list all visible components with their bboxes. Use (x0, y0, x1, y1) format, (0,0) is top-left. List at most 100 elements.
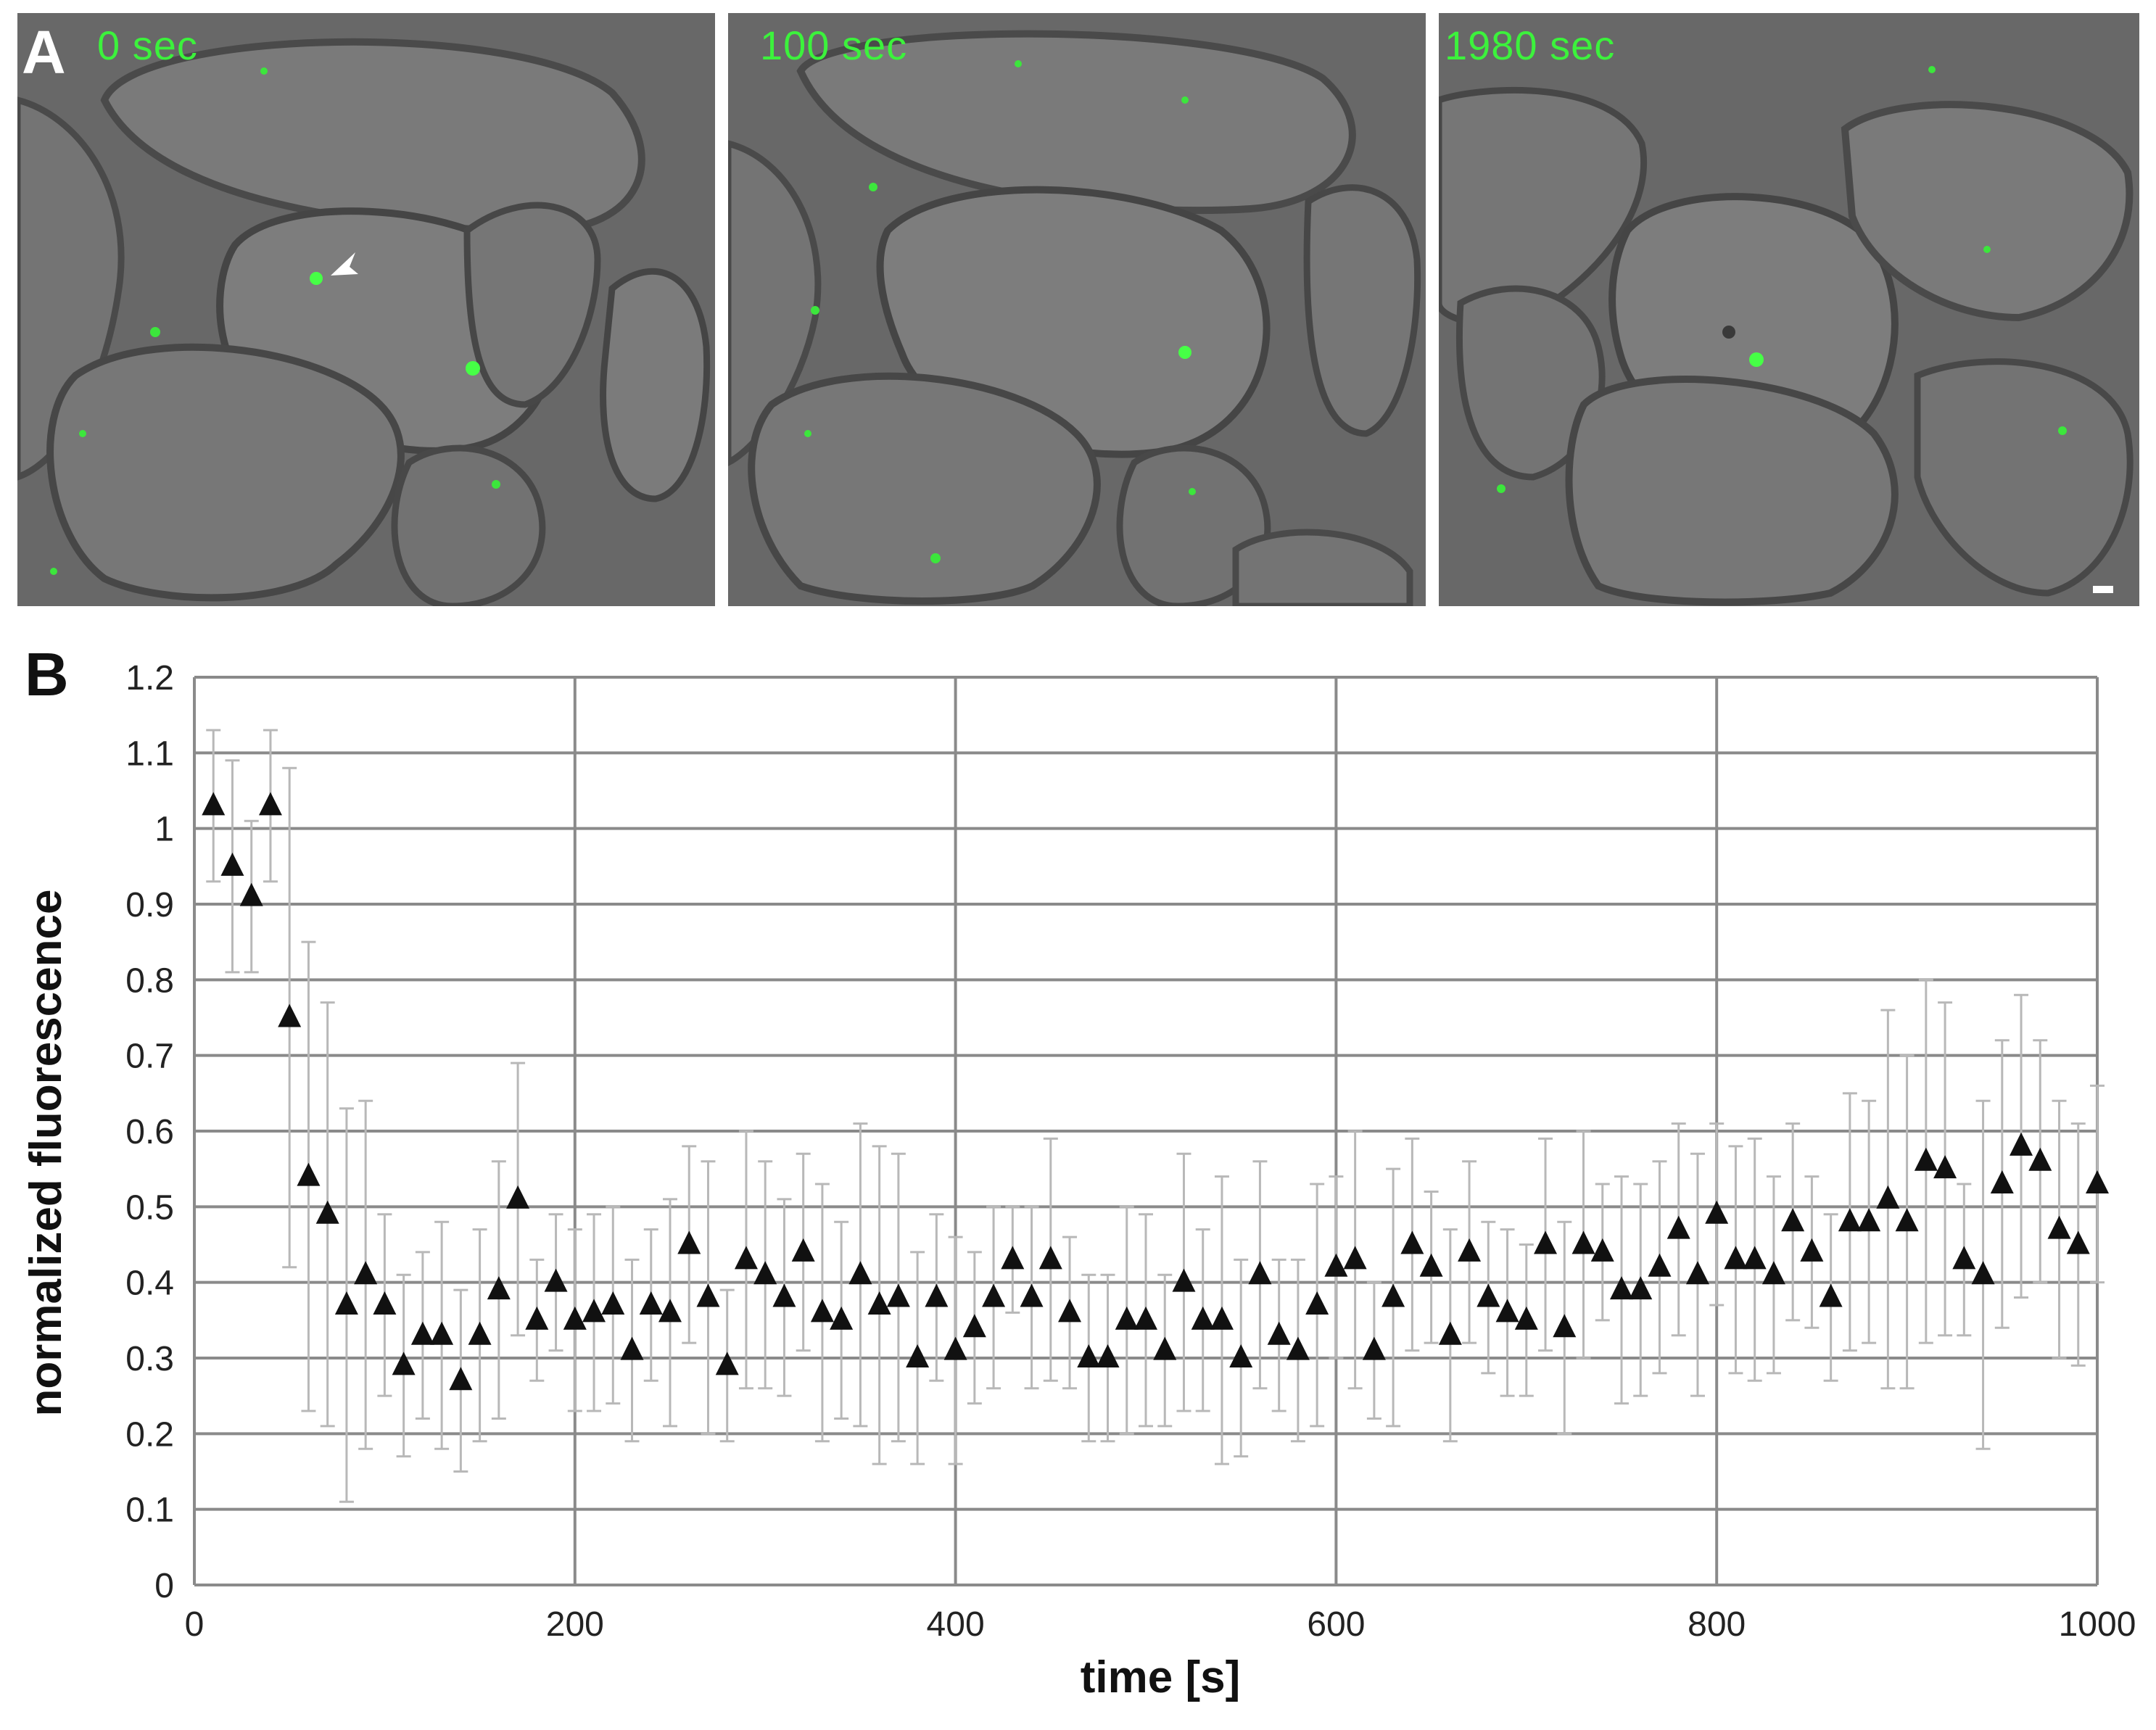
frame-time-label: 100 sec (760, 22, 908, 68)
data-point-marker (430, 1321, 454, 1345)
data-point-marker (2028, 1147, 2052, 1171)
data-point-marker (1115, 1306, 1139, 1330)
data-point-marker (220, 852, 244, 876)
y-tick-label: 0.1 (125, 1491, 174, 1530)
data-point-marker (1819, 1283, 1843, 1307)
data-point-marker (1324, 1253, 1348, 1277)
data-point-marker (334, 1291, 358, 1315)
data-point-marker (373, 1291, 397, 1315)
data-point-marker (1838, 1208, 1862, 1232)
data-point-marker (1781, 1208, 1805, 1232)
data-point-marker (696, 1283, 720, 1307)
data-point-marker (1666, 1215, 1690, 1239)
data-point-marker (925, 1283, 949, 1307)
micrograph-100-sec: 100 sec (728, 13, 1426, 606)
frame-time-label: 0 sec (97, 22, 198, 68)
data-point-marker (1971, 1261, 1995, 1285)
data-point-marker (1134, 1306, 1157, 1330)
data-point-marker (468, 1321, 492, 1345)
data-point-marker (1514, 1306, 1538, 1330)
data-point-marker (1381, 1283, 1405, 1307)
data-point-marker (620, 1336, 644, 1360)
data-point-marker (1020, 1283, 1044, 1307)
data-point-marker (658, 1299, 682, 1323)
data-point-marker (278, 1003, 302, 1027)
data-point-marker (2047, 1215, 2071, 1239)
y-tick-label: 1.2 (125, 659, 174, 698)
data-point-marker (297, 1162, 321, 1186)
data-point-marker (1077, 1344, 1101, 1367)
x-axis-title: time [s] (1081, 1652, 1240, 1702)
data-point-marker (1400, 1230, 1424, 1254)
data-point-marker (1495, 1299, 1519, 1323)
data-point-marker (449, 1367, 473, 1391)
data-point-marker (1857, 1208, 1881, 1232)
data-point-marker (1895, 1208, 1919, 1232)
data-point-marker (1343, 1246, 1367, 1270)
data-point-marker (1534, 1230, 1558, 1254)
y-tick-label: 1 (154, 811, 174, 849)
y-tick-label: 0.4 (125, 1265, 174, 1303)
data-point-marker (410, 1321, 434, 1345)
data-point-marker (753, 1261, 777, 1285)
chart-markers (202, 792, 2109, 1391)
y-tick-label: 0.8 (125, 961, 174, 1000)
y-axis-title: normalized fluorescence (21, 889, 71, 1416)
chart-grid (193, 676, 2099, 1586)
y-tick-label: 1.1 (125, 734, 174, 773)
data-point-marker (791, 1238, 815, 1262)
arrowhead-marker (331, 252, 358, 276)
micrograph-1980-sec-image (1439, 13, 2139, 606)
data-point-marker (1914, 1147, 1938, 1171)
data-point-marker (962, 1314, 986, 1338)
y-tick-label: 0.3 (125, 1340, 174, 1378)
data-point-marker (1248, 1261, 1272, 1285)
data-point-marker (1058, 1299, 1082, 1323)
data-point-marker (1761, 1261, 1785, 1285)
data-point-marker (848, 1261, 872, 1285)
data-point-marker (601, 1291, 625, 1315)
data-point-marker (1990, 1170, 2014, 1194)
data-point-marker (1933, 1155, 1957, 1179)
data-point-marker (1629, 1276, 1653, 1300)
data-point-marker (1305, 1291, 1329, 1315)
data-point-marker (982, 1283, 1006, 1307)
data-point-marker (1038, 1246, 1062, 1270)
data-point-marker (315, 1200, 339, 1224)
data-point-marker (1571, 1230, 1595, 1254)
data-point-marker (1096, 1344, 1120, 1367)
data-point-marker (1743, 1246, 1767, 1270)
data-point-marker (1286, 1336, 1310, 1360)
scale-bar (2093, 586, 2113, 593)
frame-time-label: 1980 sec (1445, 22, 1616, 68)
data-point-marker (487, 1276, 511, 1300)
data-point-marker (1229, 1344, 1253, 1367)
data-point-marker (867, 1291, 891, 1315)
micrograph-1980-sec: 1980 sec (1439, 13, 2139, 606)
data-point-marker (2066, 1230, 2090, 1254)
data-point-marker (1705, 1200, 1729, 1224)
data-point-marker (677, 1230, 701, 1254)
data-point-marker (1267, 1321, 1291, 1345)
data-point-marker (1952, 1246, 1976, 1270)
x-tick-label: 200 (546, 1605, 604, 1644)
x-tick-label: 400 (927, 1605, 985, 1644)
data-point-marker (1210, 1306, 1234, 1330)
data-point-marker (906, 1344, 930, 1367)
x-tick-label: 0 (185, 1605, 205, 1644)
chart-error-bars (206, 729, 2105, 1503)
data-point-marker (734, 1246, 758, 1270)
micrograph-0-sec-image (17, 13, 715, 606)
data-point-marker (544, 1268, 568, 1292)
data-point-marker (525, 1306, 549, 1330)
data-point-marker (2010, 1132, 2033, 1156)
data-point-marker (1438, 1321, 1462, 1345)
x-tick-label: 1000 (2059, 1605, 2136, 1644)
micrograph-100-sec-image (728, 13, 1426, 606)
data-point-marker (1476, 1283, 1500, 1307)
data-point-marker (1362, 1336, 1386, 1360)
data-point-marker (1001, 1246, 1025, 1270)
fluorescence-chart: 0 0.1 0.2 0.3 0.4 0.5 0.6 0.7 0.8 0.9 1 1.1 1.2 0 200 4… (21, 659, 2136, 1702)
y-tick-label: 0 (154, 1567, 174, 1605)
data-point-marker (392, 1352, 416, 1375)
